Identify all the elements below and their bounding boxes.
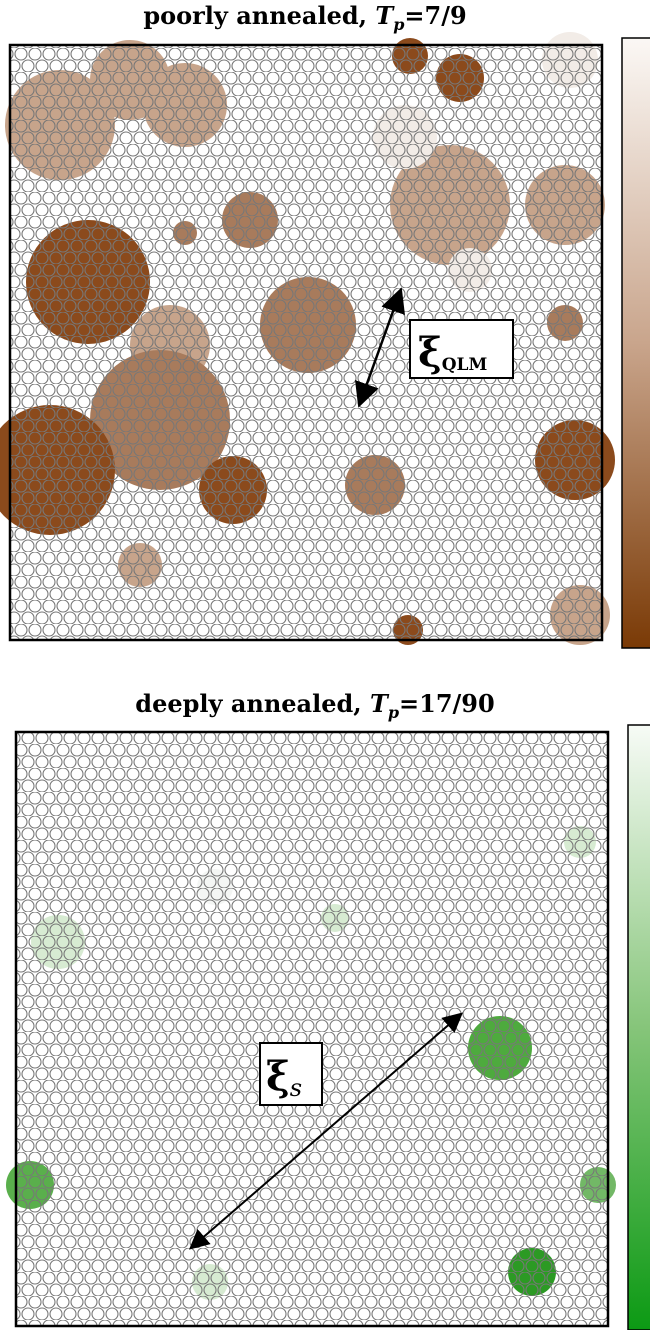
snapshot	[0, 32, 615, 645]
annotation: ξs	[266, 1053, 302, 1102]
annotation-subscript: s	[290, 1074, 302, 1102]
title-symbol: T	[375, 1, 395, 30]
colorbar	[627, 724, 650, 1330]
title-text: poorly annealed,	[143, 1, 367, 30]
annotation-symbol: ξ	[266, 1053, 290, 1100]
length-arrow	[188, 1012, 464, 1250]
annotation-box	[409, 319, 514, 379]
title-text: deeply annealed,	[135, 689, 361, 718]
title-subscript: p	[388, 703, 399, 722]
annotation-subscript: QLM	[442, 355, 488, 375]
panel-title: poorly annealed, Tp=7/9	[143, 1, 466, 34]
title-subscript: p	[393, 15, 404, 34]
panel-title: deeply annealed, Tp=17/90	[135, 689, 494, 722]
annotation-symbol: ξ	[418, 329, 442, 376]
annotation-box	[259, 1042, 323, 1106]
colorbar	[621, 37, 650, 649]
annotation: ξQLM	[418, 329, 487, 376]
title-symbol: T	[370, 689, 390, 718]
length-arrow	[355, 287, 405, 408]
title-value: =17/90	[399, 689, 495, 718]
snapshot	[6, 730, 616, 1328]
title-value: =7/9	[404, 1, 466, 30]
